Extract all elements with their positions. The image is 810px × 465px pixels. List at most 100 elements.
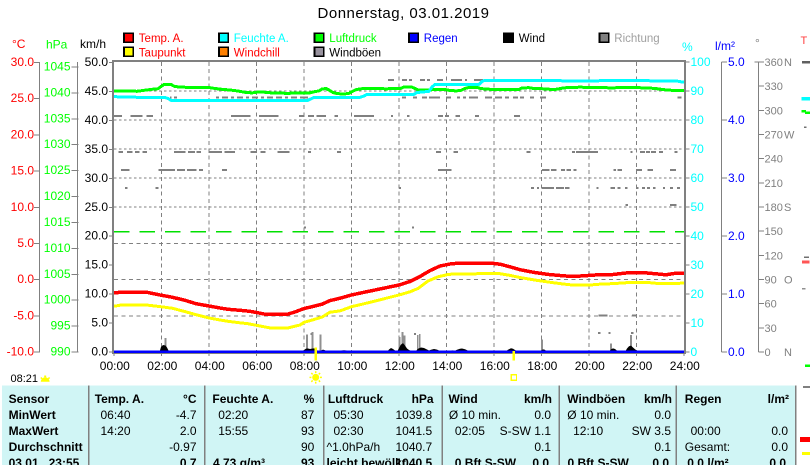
svg-text:T: T — [801, 35, 808, 47]
svg-text:5.0: 5.0 — [91, 316, 108, 330]
svg-text:0.1: 0.1 — [534, 440, 551, 454]
svg-text:22:00: 22:00 — [622, 359, 652, 373]
svg-text:5.0: 5.0 — [728, 55, 745, 69]
svg-text:Donnerstag, 03.01.2019: Donnerstag, 03.01.2019 — [318, 5, 490, 22]
svg-text:120: 120 — [765, 250, 783, 262]
svg-text:30: 30 — [765, 323, 777, 335]
svg-text:0.0: 0.0 — [652, 456, 669, 465]
svg-text:W: W — [784, 130, 795, 142]
svg-text:50.0: 50.0 — [85, 55, 109, 69]
svg-text:0.0: 0.0 — [17, 272, 34, 286]
svg-text:Windböen: Windböen — [567, 392, 625, 406]
svg-text:0.0: 0.0 — [728, 345, 745, 359]
svg-text:0.0: 0.0 — [769, 456, 786, 465]
svg-text:MaxWert: MaxWert — [9, 424, 59, 438]
svg-text:20:00: 20:00 — [575, 359, 605, 373]
svg-text:Regen: Regen — [685, 392, 722, 406]
svg-text:Richtung: Richtung — [614, 33, 659, 45]
svg-text:20.0: 20.0 — [11, 127, 35, 141]
svg-text:l/m²: l/m² — [768, 392, 789, 406]
svg-text:1045: 1045 — [44, 60, 71, 74]
svg-text:Ø 10 min.: Ø 10 min. — [449, 408, 501, 422]
svg-text:S: S — [784, 202, 791, 214]
svg-text:-0.97: -0.97 — [169, 440, 197, 454]
svg-text:10: 10 — [691, 316, 705, 330]
svg-text:0.0: 0.0 — [771, 440, 788, 454]
svg-text:1040: 1040 — [44, 85, 71, 99]
svg-text:25.0: 25.0 — [11, 91, 35, 105]
svg-text:180: 180 — [765, 202, 783, 214]
svg-text:Windböen: Windböen — [329, 47, 381, 59]
svg-text:Luftdruck: Luftdruck — [329, 33, 377, 45]
svg-text:14:20: 14:20 — [101, 424, 131, 438]
svg-text:4.0: 4.0 — [728, 113, 745, 127]
svg-text:0.0: 0.0 — [532, 456, 549, 465]
svg-text:MinWert: MinWert — [9, 408, 56, 422]
svg-text:%: % — [304, 392, 315, 406]
svg-text:25.0: 25.0 — [85, 200, 109, 214]
svg-text:08:21: 08:21 — [11, 373, 39, 385]
svg-text:Luftdruck: Luftdruck — [328, 392, 384, 406]
svg-text:Feuchte A.: Feuchte A. — [212, 392, 273, 406]
svg-text:270: 270 — [765, 130, 783, 142]
svg-text:30.0: 30.0 — [11, 55, 35, 69]
svg-text:15:55: 15:55 — [218, 424, 248, 438]
svg-text:leicht bewölkt: leicht bewölkt — [327, 456, 406, 465]
svg-text:0: 0 — [765, 347, 771, 359]
svg-text:06:40: 06:40 — [101, 408, 131, 422]
svg-text:0 Bft S-SW: 0 Bft S-SW — [455, 456, 517, 465]
svg-text:995: 995 — [50, 319, 70, 333]
svg-text:03.01. 23:55: 03.01. 23:55 — [9, 456, 80, 465]
svg-text:10.0: 10.0 — [85, 287, 109, 301]
svg-text:Durchschnitt: Durchschnitt — [9, 440, 83, 454]
svg-text:40: 40 — [691, 229, 705, 243]
svg-text:1025: 1025 — [44, 163, 71, 177]
svg-text:100: 100 — [691, 55, 711, 69]
svg-text:00:00: 00:00 — [100, 359, 130, 373]
svg-text:hPa: hPa — [46, 38, 68, 52]
svg-text:Feuchte A.: Feuchte A. — [234, 33, 289, 45]
svg-text:O: O — [784, 275, 793, 287]
svg-text:210: 210 — [765, 178, 783, 190]
svg-text:0.0: 0.0 — [534, 408, 551, 422]
svg-text:Gesamt:: Gesamt: — [685, 440, 730, 454]
svg-text:15.0: 15.0 — [85, 258, 109, 272]
svg-text:35.0: 35.0 — [85, 142, 109, 156]
svg-text:20: 20 — [691, 287, 705, 301]
svg-text:0.0: 0.0 — [771, 424, 788, 438]
svg-text:0.1: 0.1 — [654, 440, 671, 454]
svg-text:40.0: 40.0 — [85, 113, 109, 127]
svg-text:70: 70 — [691, 142, 705, 156]
svg-text:5.0: 5.0 — [17, 236, 34, 250]
svg-text:0.0: 0.0 — [654, 408, 671, 422]
svg-text:1035: 1035 — [44, 111, 71, 125]
svg-text:80: 80 — [691, 113, 705, 127]
svg-text:60: 60 — [765, 299, 777, 311]
svg-text:10:00: 10:00 — [337, 359, 367, 373]
svg-text:S-SW 1.1: S-SW 1.1 — [500, 424, 552, 438]
svg-text:-10.0: -10.0 — [7, 345, 35, 359]
svg-text:10.0: 10.0 — [11, 200, 35, 214]
svg-text:93: 93 — [301, 456, 315, 465]
svg-text:°C: °C — [183, 392, 197, 406]
svg-text:Wind: Wind — [449, 392, 478, 406]
svg-text:1020: 1020 — [44, 189, 71, 203]
svg-text:1039.8: 1039.8 — [395, 408, 432, 422]
svg-text:20.0: 20.0 — [85, 229, 109, 243]
svg-text:30.0: 30.0 — [85, 171, 109, 185]
svg-text:1030: 1030 — [44, 137, 71, 151]
svg-text:08:00: 08:00 — [290, 359, 320, 373]
svg-text:°C: °C — [12, 37, 26, 51]
svg-text:360: 360 — [765, 57, 783, 69]
svg-text:0: 0 — [691, 345, 698, 359]
svg-text:%: % — [682, 40, 693, 54]
svg-text:Windchill: Windchill — [234, 47, 280, 59]
svg-text:60: 60 — [691, 171, 705, 185]
svg-text:N: N — [784, 347, 792, 359]
svg-text:km/h: km/h — [644, 392, 672, 406]
svg-text:0.0 l/m²: 0.0 l/m² — [687, 456, 728, 465]
svg-text:12:00: 12:00 — [385, 359, 415, 373]
svg-text:km/h: km/h — [80, 37, 106, 51]
svg-text:Ø 10 min.: Ø 10 min. — [567, 408, 619, 422]
svg-text:1000: 1000 — [44, 293, 71, 307]
